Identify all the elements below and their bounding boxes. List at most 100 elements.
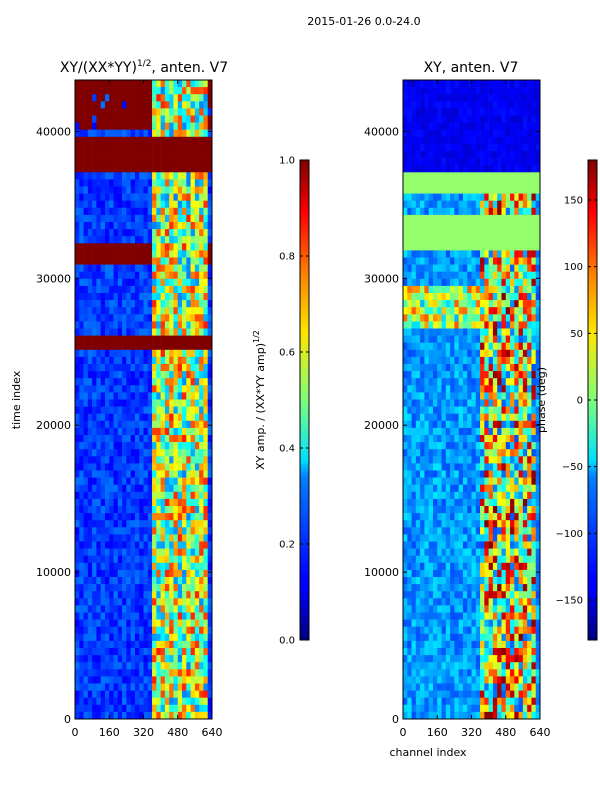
heatmap-cell [113,321,119,329]
heatmap-cell [122,200,127,209]
heatmap-cell [117,151,123,159]
heatmap-cell [480,108,485,116]
heatmap-cell [109,605,114,613]
heatmap-cell [492,271,498,280]
heatmap-cell [488,285,494,294]
heatmap-cell [194,158,200,166]
heatmap-cell [415,349,421,358]
heatmap-cell [471,293,477,301]
heatmap-cell [432,435,438,443]
heatmap-cell [96,165,101,173]
heatmap-cell [207,300,213,308]
heatmap-cell [126,477,131,485]
heatmap-cell [160,598,166,606]
heatmap-cell [488,101,494,109]
heatmap-cell [480,193,485,201]
heatmap-cell [411,243,417,251]
heatmap-cell [109,612,114,620]
heatmap-cell [190,300,196,308]
heatmap-cell [130,555,136,564]
heatmap-cell [522,101,528,109]
heatmap-cell [445,314,451,322]
heatmap-cell [177,456,183,464]
heatmap-cell [522,186,528,194]
heatmap-cell [173,108,179,116]
heatmap-cell [143,101,149,109]
heatmap-cell [458,491,464,500]
heatmap-cell [454,115,459,123]
heatmap-cell [156,129,161,138]
heatmap-cell [475,449,481,457]
heatmap-cell [484,328,489,336]
heatmap-cell [522,456,528,464]
heatmap-cell [407,470,412,478]
heatmap-cell [79,158,84,166]
heatmap-cell [147,648,153,656]
heatmap-cell [186,293,191,301]
heatmap-cell [182,293,187,301]
heatmap-cell [441,214,447,223]
heatmap-cell [445,335,451,343]
heatmap-cell [186,704,191,713]
heatmap-cell [514,307,519,315]
heatmap-cell [190,406,196,414]
heatmap-cell [411,80,417,88]
heatmap-cell [403,435,408,443]
heatmap-cell [454,122,459,130]
heatmap-cell [462,165,468,173]
heatmap-cell [531,342,537,351]
heatmap-cell [518,342,524,351]
heatmap-cell [531,392,537,400]
heatmap-cell [92,307,97,315]
heatmap-cell [514,506,519,514]
heatmap-cell [122,562,127,571]
heatmap-cell [109,278,114,287]
heatmap-cell [458,527,464,535]
heatmap-cell [139,420,144,429]
heatmap-cell [182,399,187,407]
heatmap-cell [497,442,502,450]
heatmap-cell [83,236,89,244]
heatmap-cell [492,200,498,209]
heatmap-cell [454,236,459,244]
heatmap-cell [100,484,106,493]
heatmap-cell [83,662,89,670]
heatmap-cell [207,548,213,556]
heatmap-cell [130,321,136,329]
heatmap-cell [79,285,84,294]
heatmap-cell [535,307,541,315]
heatmap-cell [505,200,511,209]
heatmap-cell [169,427,174,436]
heatmap-cell [87,250,93,258]
heatmap-cell [514,378,519,386]
heatmap-cell [83,321,89,329]
heatmap-cell [143,285,149,294]
heatmap-cell [445,250,451,258]
heatmap-cell [203,427,209,436]
heatmap-cell [527,477,532,485]
heatmap-cell [437,449,442,457]
heatmap-cell [160,236,166,244]
heatmap-cell [122,662,127,670]
heatmap-cell [199,598,204,606]
heatmap-cell [92,364,97,372]
heatmap-cell [441,314,447,322]
heatmap-cell [160,520,166,528]
heatmap-cell [104,605,110,613]
heatmap-cell [177,683,183,691]
heatmap-cell [522,129,528,138]
heatmap-cell [130,328,136,336]
heatmap-cell [169,335,174,343]
heatmap-cell [152,626,157,635]
heatmap-cell [190,200,196,209]
heatmap-cell [83,80,89,88]
heatmap-cell [152,165,157,173]
heatmap-cell [83,129,89,138]
heatmap-cell [471,115,477,123]
heatmap-cell [182,655,187,663]
heatmap-cell [467,385,472,393]
heatmap-cell [207,94,213,102]
heatmap-cell [104,278,110,287]
heatmap-cell [514,491,519,500]
heatmap-cell [462,264,468,272]
